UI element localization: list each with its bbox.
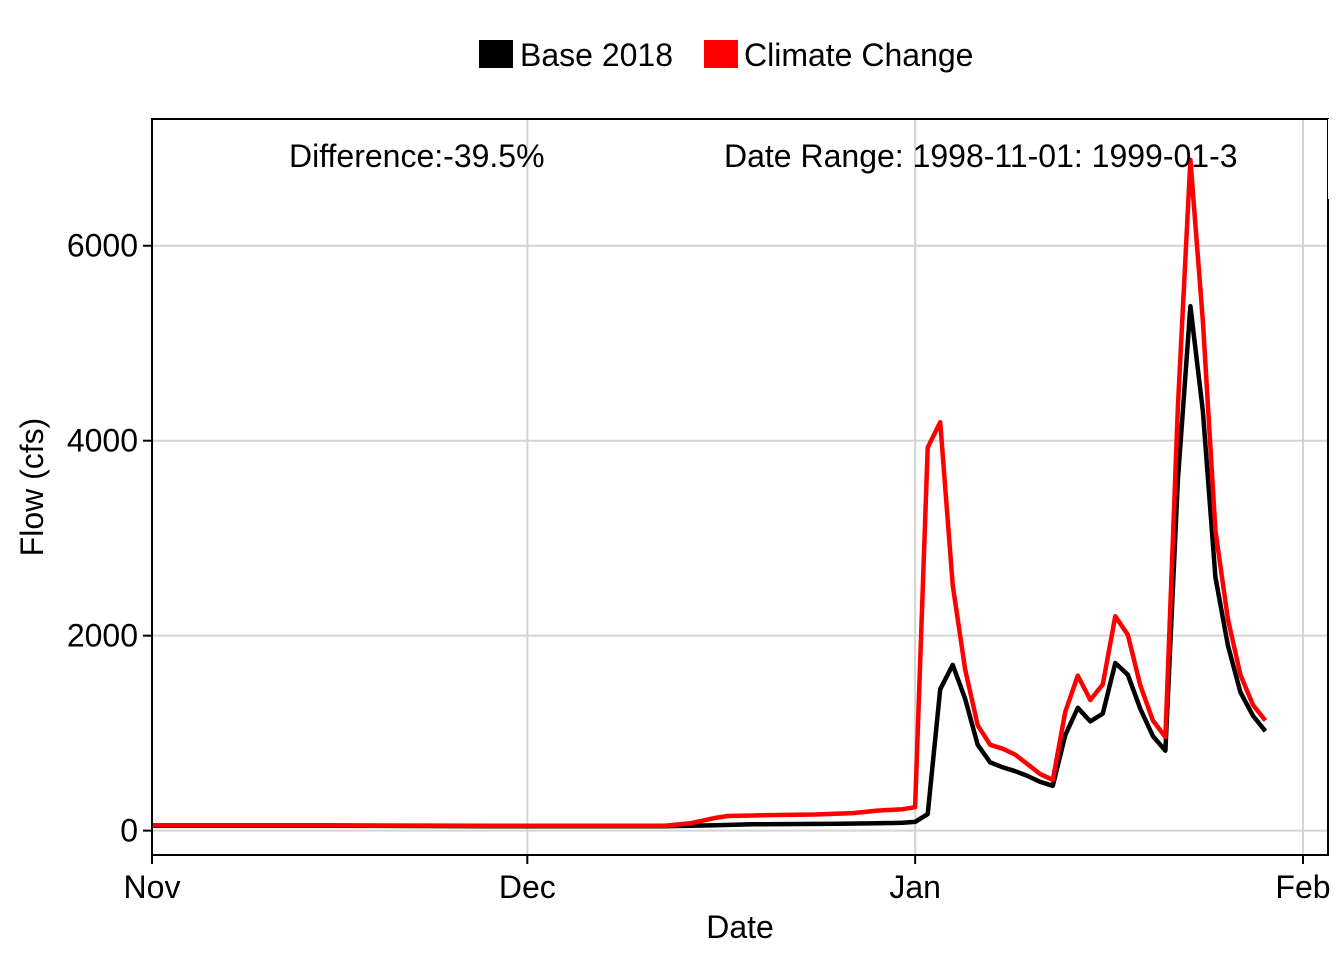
legend-label-base-2018: Base 2018 <box>520 37 673 73</box>
series-line-climate-change <box>152 157 1268 829</box>
x-tick-label: Feb <box>1275 869 1330 905</box>
legend-label-climate-change: Climate Change <box>744 37 973 73</box>
y-tick-label: 2000 <box>67 618 138 654</box>
difference-annotation: Difference:-39.5% <box>289 138 545 174</box>
y-axis-title: Flow (cfs) <box>14 418 50 557</box>
legend-swatch-climate-change <box>704 40 738 68</box>
y-tick-label: 0 <box>120 813 138 849</box>
x-axis-title: Date <box>706 909 774 945</box>
series-layer <box>152 157 1268 829</box>
x-tick-label: Dec <box>499 869 556 905</box>
plot-border <box>151 118 1329 856</box>
annotation-clip-mask <box>1328 119 1344 199</box>
legend-swatch-base-2018 <box>479 40 513 68</box>
date-range-annotation: Date Range: 1998-11-01: 1999-01-3 <box>724 138 1238 174</box>
y-tick-label: 4000 <box>67 423 138 459</box>
legend: Base 2018 Climate Change <box>479 37 973 73</box>
y-tick-label: 6000 <box>67 228 138 264</box>
series-line-base-2018 <box>152 303 1268 829</box>
x-tick-label: Nov <box>124 869 181 905</box>
x-tick-label: Jan <box>889 869 941 905</box>
axis-ticks: Nov Dec Jan Feb 0 2000 4000 6000 <box>67 228 1331 905</box>
